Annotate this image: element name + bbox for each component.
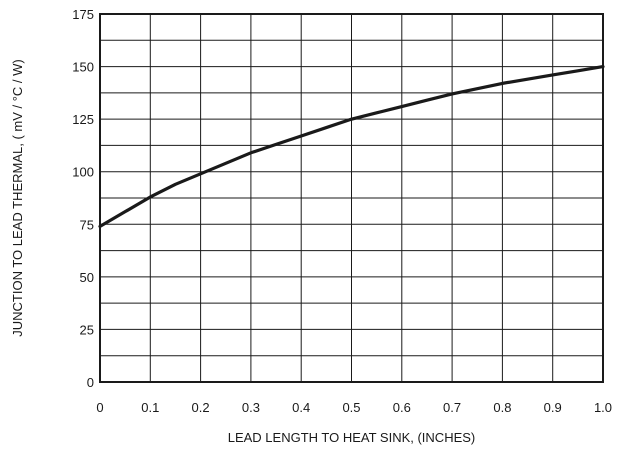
x-tick-labels: 0 0.1 0.2 0.3 0.4 0.5 0.6 0.7 0.8 0.9 1.0 <box>96 400 612 415</box>
y-tick-label: 0 <box>87 375 94 390</box>
y-tick-labels: 0 25 50 75 100 125 150 175 <box>72 7 94 390</box>
x-tick-label: 1.0 <box>594 400 612 415</box>
y-tick-label: 175 <box>72 7 94 22</box>
y-tick-label: 125 <box>72 112 94 127</box>
x-tick-label: 0.4 <box>292 400 310 415</box>
series-layer <box>98 64 605 228</box>
y-axis-title: JUNCTION TO LEAD THERMAL, ( mV / °C / W) <box>10 59 25 337</box>
x-tick-label: 0.6 <box>393 400 411 415</box>
x-tick-label: 0.5 <box>342 400 360 415</box>
x-tick-label: 0.3 <box>242 400 260 415</box>
plot-frame <box>99 13 604 383</box>
grid <box>100 14 603 382</box>
y-tick-label: 25 <box>80 322 94 337</box>
y-tick-label: 50 <box>80 270 94 285</box>
x-tick-label: 0.7 <box>443 400 461 415</box>
y-tick-label: 100 <box>72 165 94 180</box>
x-tick-label: 0 <box>96 400 103 415</box>
x-axis-title: LEAD LENGTH TO HEAT SINK, (INCHES) <box>228 430 476 445</box>
y-tick-label: 75 <box>80 217 94 232</box>
x-tick-label: 0.2 <box>192 400 210 415</box>
y-tick-label: 150 <box>72 60 94 75</box>
series-line <box>98 64 605 228</box>
x-tick-label: 0.9 <box>544 400 562 415</box>
x-tick-label: 0.8 <box>493 400 511 415</box>
x-tick-label: 0.1 <box>141 400 159 415</box>
